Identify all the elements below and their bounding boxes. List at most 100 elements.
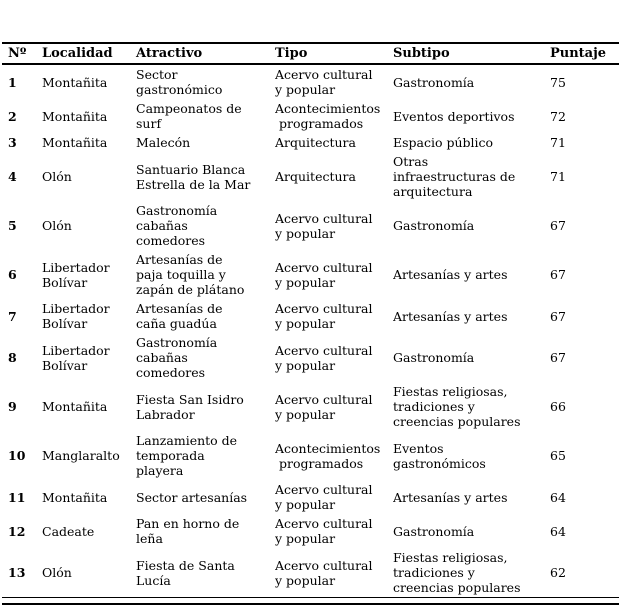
cell-atractivo: Lanzamiento de temporada playera	[136, 433, 238, 478]
cell-localidad: Montañita	[42, 399, 108, 414]
cell-subtipo: Artesanías y artes	[393, 489, 508, 505]
cell-atractivo: Santuario Blanca Estrella de la Mar	[136, 161, 251, 192]
cell-atractivo: Gastronomía cabañas comedores	[136, 335, 218, 380]
cell-atractivo: Artesanías de caña guadúa	[136, 301, 223, 331]
cell-atractivo: Malecón	[136, 135, 191, 150]
cell-subtipo: Artesanías y artes	[393, 267, 508, 282]
cell-localidad: Montañita	[42, 135, 108, 150]
cell-atractivo: Campeonatos de surf	[136, 101, 242, 131]
cell-localidad: Montañita	[42, 108, 108, 124]
cell-tipo: Acervo cultural y popular	[275, 516, 373, 546]
cell-subtipo: Gastronomía	[393, 218, 475, 233]
cell-subtipo: Artesanías y artes	[393, 308, 508, 324]
cell-subtipo: Eventos deportivos	[393, 108, 515, 124]
table-body: 1 Montañita Sector gastronómico Acervo cult…	[2, 64, 619, 598]
table-header: Nº Localidad Atractivo Tipo Subtipo Puntaje	[2, 43, 619, 65]
cell-num: 2	[8, 108, 17, 124]
cell-puntaje: 67	[550, 308, 566, 324]
cell-num: 1	[8, 74, 17, 90]
table-row: 12 Cadeate Pan en horno de leña Acervo cult…	[2, 514, 619, 548]
cell-num: 3	[8, 135, 17, 150]
cell-tipo: Acervo cultural y popular	[275, 301, 373, 331]
attractions-table: Nº Localidad Atractivo Tipo Subtipo Puntaje 1…	[2, 42, 619, 598]
cell-puntaje: 71	[550, 135, 566, 150]
cell-subtipo: Fiestas religiosas, tradiciones y creenc…	[393, 550, 521, 595]
table-row: 5 Olón Gastronomía cabañas comedores Acervo…	[2, 201, 619, 250]
cell-atractivo: Sector gastronómico	[136, 67, 223, 97]
cell-localidad: Montañita	[42, 489, 108, 505]
cell-num: 6	[8, 267, 17, 282]
cell-num: 11	[8, 489, 26, 505]
cell-subtipo: Fiestas religiosas, tradiciones y creenc…	[393, 384, 521, 429]
cell-subtipo: Gastronomía	[393, 523, 475, 539]
cell-atractivo: Fiesta San Isidro Labrador	[136, 391, 244, 422]
cell-num: 4	[8, 169, 17, 184]
table-row: 2 Montañita Campeonatos de surf Acontecimie…	[2, 99, 619, 133]
cell-puntaje: 72	[550, 108, 566, 124]
cell-puntaje: 71	[550, 169, 566, 184]
cell-tipo: Arquitectura	[275, 135, 356, 150]
table-row: 10 Manglaralto Lanzamiento de temporada pl…	[2, 431, 619, 480]
cell-tipo: Acervo cultural y popular	[275, 342, 373, 373]
column-header-tipo: Tipo	[275, 43, 393, 65]
cell-subtipo: Gastronomía	[393, 350, 475, 365]
cell-puntaje: 66	[550, 399, 566, 414]
table-header-row: Nº Localidad Atractivo Tipo Subtipo Puntaje	[2, 43, 619, 65]
cell-localidad: Libertador Bolívar	[42, 301, 110, 331]
cell-num: 12	[8, 523, 26, 539]
cell-localidad: Manglaralto	[42, 448, 120, 463]
table-row: 13 Olón Fiesta de Santa Lucía Acervo cultur…	[2, 548, 619, 598]
cell-subtipo: Eventos gastronómicos	[393, 440, 486, 471]
cell-localidad: Libertador Bolívar	[42, 259, 110, 290]
cell-tipo: Acontecimientos programados	[275, 440, 381, 471]
cell-atractivo: Gastronomía cabañas comedores	[136, 203, 218, 248]
column-header-puntaje: Puntaje	[550, 43, 619, 65]
table-row: 6 Libertador Bolívar Artesanías de paja to…	[2, 250, 619, 299]
cell-localidad: Libertador Bolívar	[42, 342, 110, 373]
cell-subtipo: Gastronomía	[393, 74, 475, 90]
table-row: 7 Libertador Bolívar Artesanías de caña gu…	[2, 299, 619, 333]
cell-atractivo: Pan en horno de leña	[136, 516, 240, 546]
cell-num: 7	[8, 308, 17, 324]
cell-puntaje: 65	[550, 448, 566, 463]
cell-subtipo: Espacio público	[393, 135, 494, 150]
cell-localidad: Olón	[42, 169, 72, 184]
table-row: 4 Olón Santuario Blanca Estrella de la Mar…	[2, 152, 619, 201]
cell-tipo: Acervo cultural y popular	[275, 259, 373, 290]
table-row: 9 Montañita Fiesta San Isidro Labrador Acer…	[2, 382, 619, 431]
cell-num: 9	[8, 399, 17, 414]
cell-atractivo: Fiesta de Santa Lucía	[136, 557, 235, 588]
cell-num: 10	[8, 448, 26, 463]
column-header-atractivo: Atractivo	[136, 43, 275, 65]
cell-localidad: Cadeate	[42, 523, 95, 539]
cell-subtipo: Otras infraestructuras de arquitectura	[393, 154, 516, 199]
cell-num: 8	[8, 350, 17, 365]
cell-tipo: Acervo cultural y popular	[275, 67, 373, 97]
column-header-subtipo: Subtipo	[393, 43, 550, 65]
table-row: 1 Montañita Sector gastronómico Acervo cult…	[2, 64, 619, 99]
cell-puntaje: 75	[550, 74, 566, 90]
cell-puntaje: 64	[550, 523, 566, 539]
cell-puntaje: 67	[550, 350, 566, 365]
table-row: 11 Montañita Sector artesanías Acervo cultu…	[2, 480, 619, 514]
cell-puntaje: 62	[550, 565, 566, 580]
column-header-num: Nº	[2, 43, 42, 65]
cell-tipo: Acontecimientos programados	[275, 101, 381, 131]
cell-atractivo: Sector artesanías	[136, 489, 248, 505]
cell-localidad: Olón	[42, 218, 72, 233]
cell-tipo: Acervo cultural y popular	[275, 391, 373, 422]
cell-puntaje: 67	[550, 267, 566, 282]
column-header-localidad: Localidad	[42, 43, 136, 65]
cell-num: 5	[8, 218, 17, 233]
cell-tipo: Arquitectura	[275, 169, 356, 184]
cell-puntaje: 67	[550, 218, 566, 233]
cell-tipo: Acervo cultural y popular	[275, 557, 373, 588]
table-row: 3 Montañita Malecón Arquitectura Espacio púb…	[2, 133, 619, 152]
cell-tipo: Acervo cultural y popular	[275, 210, 373, 241]
table-row: 8 Libertador Bolívar Gastronomía cabañas c…	[2, 333, 619, 382]
cell-tipo: Acervo cultural y popular	[275, 482, 373, 512]
bottom-rule	[2, 603, 619, 605]
cell-localidad: Montañita	[42, 74, 108, 90]
cell-puntaje: 64	[550, 489, 566, 505]
